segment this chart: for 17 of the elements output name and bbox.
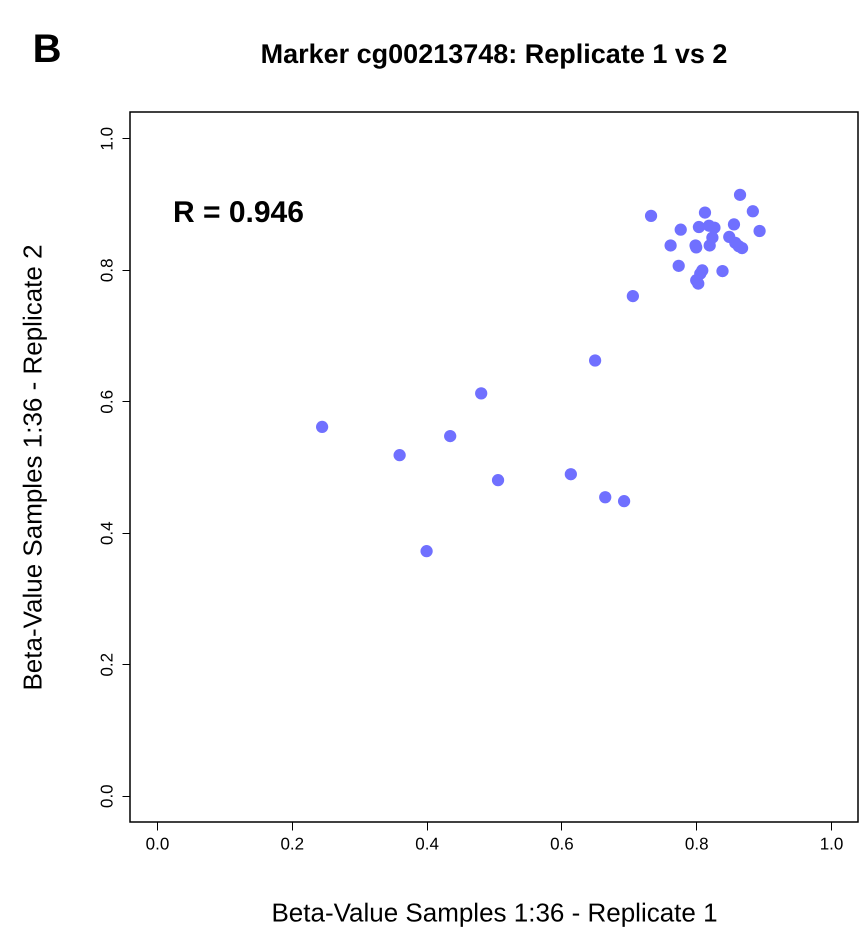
- y-tick-label: 0.2: [98, 652, 116, 677]
- y-axis-title: Beta-Value Samples 1:36 - Replicate 2: [18, 244, 48, 691]
- x-axis-title: Beta-Value Samples 1:36 - Replicate 1: [271, 898, 718, 928]
- y-tick-label: 0.8: [98, 258, 116, 282]
- y-tick-label: 0.0: [98, 784, 116, 808]
- x-tick-label: 0.8: [684, 834, 709, 854]
- annotation: R = 0.946: [173, 196, 304, 229]
- y-tick-label: 1.0: [98, 126, 116, 151]
- y-tick-label: 0.4: [98, 521, 116, 546]
- text: B: [32, 27, 62, 71]
- x-tick-label: 0.6: [550, 834, 574, 854]
- x-tick-label: 0.2: [280, 834, 304, 854]
- x-tick-label: 1.0: [820, 834, 844, 854]
- x-tick-label: 0.0: [146, 834, 170, 854]
- y-tick-label: 0.6: [98, 390, 116, 414]
- x-tick-label: 0.4: [415, 834, 439, 854]
- chart-title: Marker cg00213748: Replicate 1 vs 2: [260, 39, 728, 69]
